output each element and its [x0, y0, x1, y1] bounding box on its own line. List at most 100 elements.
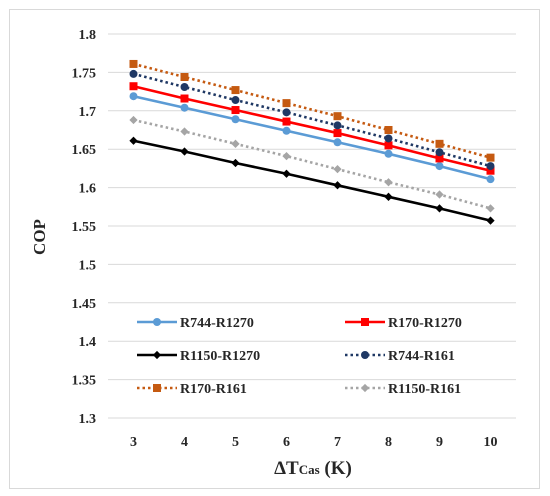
- grid-layer: [108, 33, 516, 419]
- y-tick-label: 1.75: [72, 66, 97, 81]
- legend-item: R744-R1270: [137, 316, 254, 331]
- legend-marker: [360, 383, 370, 393]
- data-point: [282, 99, 291, 108]
- legend-label: R170-R1270: [388, 316, 462, 331]
- chart-frame: [9, 9, 540, 489]
- data-point: [333, 121, 342, 130]
- data-point: [384, 134, 393, 143]
- series-line: [133, 118, 491, 210]
- legend-item: R170-R161: [137, 382, 247, 397]
- data-point: [231, 96, 240, 105]
- y-tick-label: 1.65: [72, 143, 97, 158]
- x-tick-label: 7: [334, 435, 341, 450]
- data-point: [435, 139, 444, 148]
- y-tick-label: 1.7: [79, 105, 97, 120]
- series-line: [133, 72, 491, 168]
- data-point: [384, 149, 393, 158]
- x-axis-title-subscript: Cas: [299, 462, 320, 477]
- data-point: [384, 126, 393, 134]
- data-point: [231, 106, 240, 115]
- data-point: [333, 112, 342, 121]
- series-R744-R161: [129, 69, 495, 171]
- data-point: [129, 136, 138, 145]
- data-point: [282, 169, 291, 178]
- data-point: [486, 216, 495, 225]
- y-tick-label: 1.3: [79, 412, 97, 427]
- x-tick-labels: 3 4 5 6 7 8 9 10: [130, 435, 498, 450]
- series-line: [133, 94, 491, 181]
- legend-marker: [361, 318, 369, 326]
- data-point: [231, 115, 240, 124]
- legend-item: R1150-R161: [345, 382, 461, 397]
- data-point: [435, 148, 444, 157]
- data-point: [384, 141, 393, 150]
- x-tick-label: 5: [232, 435, 239, 450]
- legend-label: R1150-R161: [388, 382, 461, 397]
- data-point: [129, 115, 138, 125]
- data-point: [129, 82, 138, 91]
- data-point: [180, 127, 189, 136]
- data-point: [129, 69, 138, 78]
- data-point: [435, 190, 444, 199]
- data-point: [282, 151, 291, 161]
- legend-label: R1150-R1270: [180, 349, 260, 364]
- data-point: [333, 181, 342, 190]
- legend-item: R744-R161: [345, 349, 455, 364]
- x-tick-label: 10: [484, 435, 498, 450]
- legend-marker: [361, 351, 369, 359]
- data-point: [129, 59, 138, 68]
- y-tick-label: 1.6: [79, 182, 97, 197]
- series-R170-R161: [129, 59, 495, 162]
- y-tick-label: 1.8: [79, 28, 97, 43]
- legend-label: R744-R1270: [180, 316, 254, 331]
- x-tick-label: 8: [385, 435, 392, 450]
- legend-item: R1150-R1270: [137, 349, 260, 364]
- legend-item: R170-R1270: [345, 316, 462, 331]
- data-point: [180, 94, 189, 103]
- series-R744-R1270: [129, 92, 495, 184]
- legend-label: R744-R161: [388, 349, 455, 364]
- y-tick-label: 1.35: [72, 374, 97, 389]
- data-point: [180, 147, 189, 156]
- series-R1150-R161: [129, 115, 495, 213]
- legend: R744-R1270 R170-R1270 R1150-R1270 R744-R161…: [137, 316, 462, 397]
- data-point: [180, 103, 189, 112]
- data-point: [231, 158, 240, 168]
- series-line: [133, 139, 491, 222]
- legend-label: R170-R161: [180, 382, 247, 397]
- legend-marker: [153, 384, 161, 392]
- x-axis-title-main: ΔT: [274, 458, 299, 479]
- y-tick-labels: 1.3 1.35 1.4 1.45 1.5 1.55 1.6 1.65 1.7 1.75 1.8: [72, 28, 97, 427]
- data-point: [180, 73, 189, 82]
- series-line: [133, 84, 491, 172]
- series-line: [133, 62, 491, 159]
- data-point: [180, 82, 189, 91]
- x-tick-label: 4: [181, 435, 188, 450]
- data-point: [384, 178, 393, 187]
- data-point: [333, 138, 342, 147]
- data-point: [282, 108, 291, 117]
- series-layer: [129, 59, 495, 225]
- x-tick-label: 3: [130, 435, 137, 450]
- legend-marker: [152, 350, 162, 360]
- data-point: [282, 117, 291, 126]
- data-point: [231, 139, 240, 148]
- data-point: [435, 162, 444, 171]
- series-R1150-R1270: [129, 136, 495, 225]
- data-point: [333, 165, 342, 174]
- data-point: [231, 86, 240, 95]
- y-axis-title: COP: [30, 219, 49, 255]
- series-R170-R1270: [129, 82, 495, 175]
- data-point: [282, 126, 291, 135]
- data-point: [486, 162, 495, 171]
- x-tick-label: 6: [283, 435, 290, 450]
- legend-marker: [153, 318, 161, 326]
- y-tick-label: 1.4: [79, 335, 97, 350]
- data-point: [435, 204, 444, 213]
- x-axis-title: ΔTCas (K): [274, 458, 352, 479]
- data-point: [486, 153, 495, 162]
- data-point: [435, 154, 444, 163]
- data-point: [486, 166, 495, 175]
